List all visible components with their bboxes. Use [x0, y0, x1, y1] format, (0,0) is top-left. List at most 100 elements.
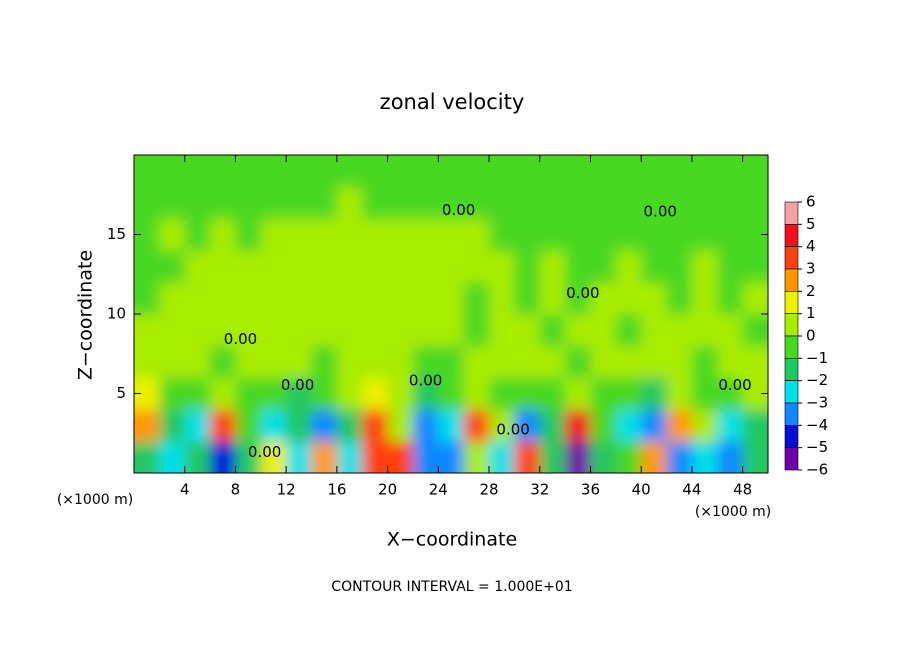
field-cell — [210, 377, 236, 410]
field-cell — [691, 441, 718, 473]
x-tick-label: 48 — [733, 481, 752, 499]
field-cell — [412, 218, 439, 251]
field-cell — [514, 441, 541, 473]
colorbar-label: 0 — [806, 327, 816, 345]
field-cell — [336, 186, 363, 220]
field-cell — [463, 155, 490, 188]
contour-label: 0.00 — [442, 201, 475, 219]
field-cell — [134, 441, 160, 473]
field-cell — [184, 441, 211, 473]
colorbar-label: 5 — [806, 215, 816, 233]
field-cell — [311, 314, 338, 347]
field-cell — [641, 441, 668, 473]
field-cell — [438, 250, 465, 283]
field-cell — [311, 377, 338, 410]
field-cell — [641, 186, 668, 220]
field-cell — [412, 250, 439, 283]
field-cell — [565, 441, 591, 473]
contour-label: 0.00 — [281, 376, 314, 394]
field-cell — [438, 155, 465, 188]
field-cell — [615, 250, 642, 283]
field-cell — [362, 186, 389, 220]
field-cell — [590, 314, 617, 347]
field-cell — [489, 218, 515, 251]
field-cell — [184, 314, 211, 347]
field-cell — [311, 155, 338, 188]
field-cell — [184, 155, 211, 188]
field-cell — [717, 377, 744, 410]
field-cell — [412, 345, 439, 379]
field-cell — [362, 314, 389, 347]
field-cell — [590, 441, 617, 473]
field-cell — [260, 441, 287, 473]
field-cell — [311, 409, 338, 442]
field-cell — [590, 282, 617, 315]
colorbar-box — [784, 246, 799, 270]
colorbar-label: 4 — [806, 237, 816, 255]
contour-label: 0.00 — [496, 421, 529, 439]
field-cell — [539, 345, 566, 379]
field-cell — [336, 441, 363, 473]
colorbar-box — [784, 291, 799, 314]
x-tick-label: 24 — [429, 481, 448, 499]
field-cell — [134, 345, 160, 379]
colorbar-box — [784, 425, 799, 448]
field-cell — [210, 441, 236, 473]
colorbar-label: 6 — [806, 193, 816, 211]
field-cell — [615, 441, 642, 473]
field-cell — [159, 377, 186, 410]
field-cell — [463, 377, 490, 410]
field-cell — [742, 409, 768, 442]
field-cell — [184, 409, 211, 442]
field-cell — [514, 186, 541, 220]
field-cell — [438, 314, 465, 347]
field-cell — [463, 345, 490, 379]
field-cell — [336, 409, 363, 442]
field-cell — [210, 250, 236, 283]
field-cell — [134, 314, 160, 347]
field-cell — [235, 377, 262, 410]
field-cell — [159, 441, 186, 473]
field-cell — [565, 345, 591, 379]
field-cell — [235, 282, 262, 315]
field-cell — [362, 218, 389, 251]
field-cell — [691, 409, 718, 442]
field-cell — [134, 250, 160, 283]
contour-label: 0.00 — [409, 371, 442, 389]
field-cell — [717, 345, 744, 379]
field-cell — [362, 377, 389, 410]
field-cell — [565, 314, 591, 347]
field-cell — [235, 250, 262, 283]
field-cell — [489, 345, 515, 379]
field-cell — [286, 186, 313, 220]
field-cell — [336, 314, 363, 347]
field-cell — [742, 250, 768, 283]
field-cell — [134, 186, 160, 220]
field-cell — [260, 314, 287, 347]
field-cell — [159, 345, 186, 379]
field-cell — [260, 186, 287, 220]
field-cell — [311, 441, 338, 473]
field-cell — [489, 409, 515, 442]
field-cell — [210, 345, 236, 379]
field-cell — [362, 345, 389, 379]
field-cell — [717, 314, 744, 347]
field-cell — [362, 155, 389, 188]
field-cell — [463, 314, 490, 347]
field-cell — [641, 218, 668, 251]
field-cell — [514, 409, 541, 442]
field-cell — [260, 250, 287, 283]
field-cell — [387, 186, 414, 220]
overlay: 4 8 12 16 20 24 28 32 36 40 44 48510150.000.000.000… — [107, 154, 828, 499]
field-cell — [336, 155, 363, 188]
field-cell — [235, 218, 262, 251]
field-cell — [691, 377, 718, 410]
field-cell — [666, 345, 693, 379]
field-cell — [539, 218, 566, 251]
field-cell — [717, 409, 744, 442]
field-cell — [336, 377, 363, 410]
field-cell — [387, 155, 414, 188]
field-cell — [742, 186, 768, 220]
